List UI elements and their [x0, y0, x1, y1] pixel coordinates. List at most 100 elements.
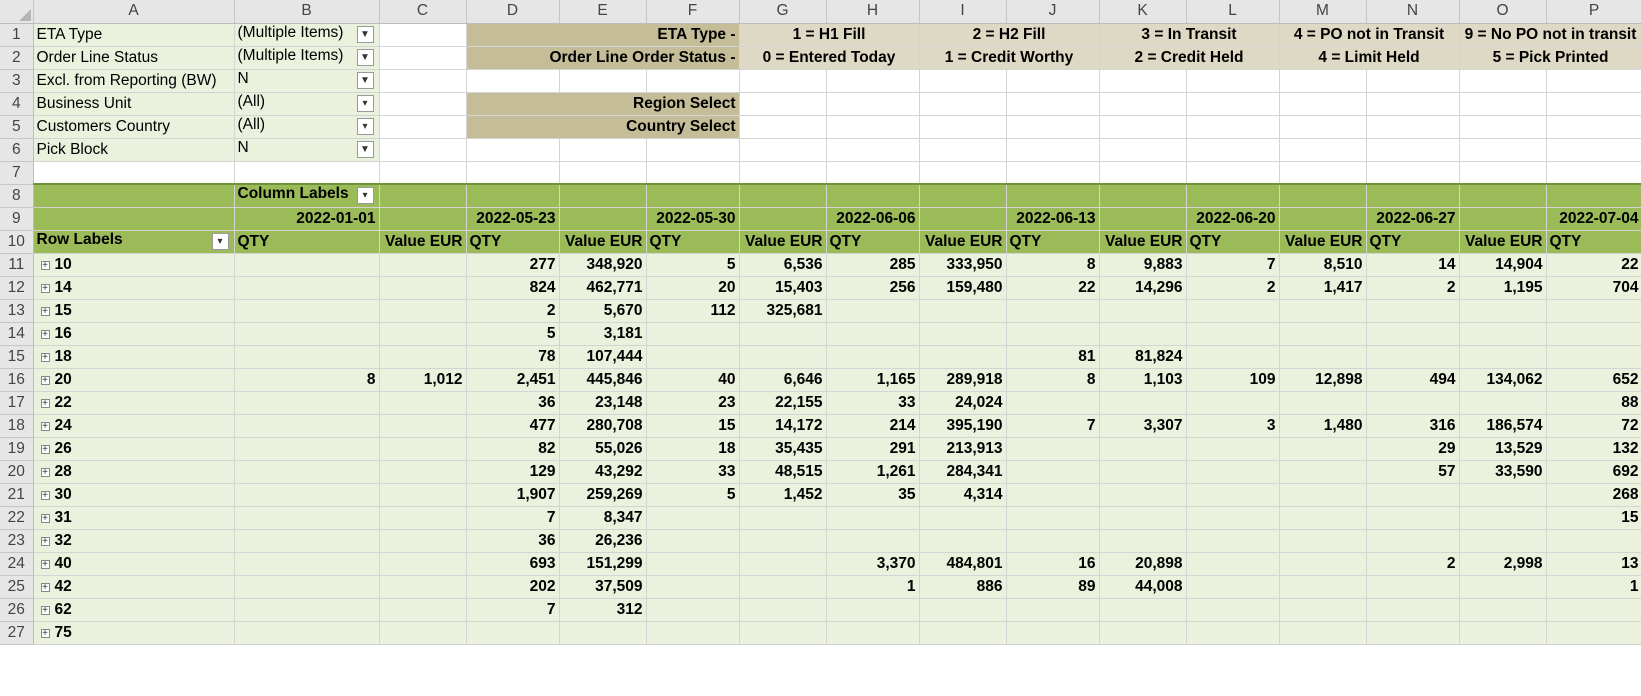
qty-header[interactable]: QTY [646, 230, 740, 254]
filter-value-cell[interactable]: N ▼ [234, 69, 380, 93]
data-cell[interactable] [1279, 391, 1367, 415]
qty-header[interactable]: QTY [1546, 230, 1641, 254]
data-cell[interactable] [379, 598, 467, 622]
data-cell[interactable] [379, 391, 467, 415]
data-cell[interactable] [1186, 483, 1280, 507]
sheet-cell[interactable] [466, 69, 560, 93]
data-cell[interactable]: 36 [466, 391, 560, 415]
data-cell[interactable] [919, 345, 1007, 369]
sheet-cell[interactable] [1006, 69, 1100, 93]
sheet-cell[interactable] [559, 69, 647, 93]
data-cell[interactable] [379, 437, 467, 461]
sheet-cell[interactable] [1546, 69, 1641, 93]
data-cell[interactable]: 35,435 [739, 437, 827, 461]
pivot-cell[interactable] [33, 207, 235, 231]
data-cell[interactable] [234, 437, 380, 461]
row-header[interactable]: 18 [0, 414, 34, 438]
row-label-cell[interactable]: +26 [33, 437, 235, 461]
data-cell[interactable]: 445,846 [559, 368, 647, 392]
data-cell[interactable]: 2,998 [1459, 552, 1547, 576]
data-cell[interactable] [919, 598, 1007, 622]
data-cell[interactable]: 2 [1366, 276, 1460, 300]
data-cell[interactable]: 159,480 [919, 276, 1007, 300]
row-label-cell[interactable]: +30 [33, 483, 235, 507]
filter-value-cell[interactable]: (All) ▾ [234, 115, 380, 139]
sheet-cell[interactable] [379, 138, 467, 162]
data-cell[interactable]: 186,574 [1459, 414, 1547, 438]
sheet-cell[interactable] [826, 69, 920, 93]
data-cell[interactable] [826, 299, 920, 323]
data-cell[interactable] [379, 460, 467, 484]
data-cell[interactable] [646, 575, 740, 599]
sheet-cell[interactable] [1366, 183, 1460, 208]
data-cell[interactable]: 693 [466, 552, 560, 576]
row-header[interactable]: 8 [0, 184, 34, 208]
data-cell[interactable]: 3,370 [826, 552, 920, 576]
data-cell[interactable] [379, 621, 467, 645]
sheet-cell[interactable] [919, 115, 1007, 139]
value-eur-header[interactable]: Value EUR [739, 230, 827, 254]
row-header[interactable]: 11 [0, 253, 34, 277]
data-cell[interactable] [234, 253, 380, 277]
data-cell[interactable]: 35 [826, 483, 920, 507]
row-header[interactable]: 14 [0, 322, 34, 346]
data-cell[interactable]: 15,403 [739, 276, 827, 300]
data-cell[interactable] [1186, 460, 1280, 484]
data-cell[interactable]: 48,515 [739, 460, 827, 484]
row-header[interactable]: 3 [0, 69, 34, 93]
data-cell[interactable]: 477 [466, 414, 560, 438]
pivot-cell[interactable] [739, 207, 827, 231]
data-cell[interactable]: 5 [646, 483, 740, 507]
sheet-cell[interactable] [1546, 115, 1641, 139]
data-cell[interactable]: 78 [466, 345, 560, 369]
data-cell[interactable]: 886 [919, 575, 1007, 599]
sheet-cell[interactable] [1279, 69, 1367, 93]
sheet-cell[interactable] [1546, 92, 1641, 116]
data-cell[interactable] [1366, 391, 1460, 415]
data-cell[interactable]: 4,314 [919, 483, 1007, 507]
row-header[interactable]: 17 [0, 391, 34, 415]
sheet-cell[interactable] [1099, 92, 1187, 116]
data-cell[interactable] [1366, 621, 1460, 645]
qty-header[interactable]: QTY [1366, 230, 1460, 254]
qty-header[interactable]: QTY [1186, 230, 1280, 254]
data-cell[interactable] [826, 621, 920, 645]
data-cell[interactable] [1006, 391, 1100, 415]
data-cell[interactable] [379, 552, 467, 576]
sheet-cell[interactable] [739, 138, 827, 162]
date-header[interactable]: 2022-01-01 [234, 207, 380, 231]
row-header[interactable]: 7 [0, 161, 34, 185]
row-label-cell[interactable]: +18 [33, 345, 235, 369]
sheet-cell[interactable] [559, 183, 647, 208]
sheet-cell[interactable] [1279, 92, 1367, 116]
data-cell[interactable]: 462,771 [559, 276, 647, 300]
row-label-cell[interactable]: +75 [33, 621, 235, 645]
data-cell[interactable]: 1,103 [1099, 368, 1187, 392]
data-cell[interactable] [234, 322, 380, 346]
expand-plus-icon[interactable]: + [40, 328, 50, 340]
data-cell[interactable] [1099, 437, 1187, 461]
sheet-cell[interactable] [1186, 92, 1280, 116]
data-cell[interactable]: 652 [1546, 368, 1641, 392]
data-cell[interactable] [1279, 598, 1367, 622]
expand-plus-icon[interactable]: + [40, 535, 50, 547]
dropdown-button[interactable]: ▾ [356, 117, 374, 135]
data-cell[interactable] [1279, 575, 1367, 599]
data-cell[interactable] [234, 506, 380, 530]
date-header[interactable]: 2022-06-13 [1006, 207, 1100, 231]
filter-dropdown-button[interactable]: ▼ [356, 140, 374, 158]
data-cell[interactable] [739, 575, 827, 599]
filter-dropdown-button[interactable]: ▼ [356, 71, 374, 89]
data-cell[interactable]: 44,008 [1099, 575, 1187, 599]
data-cell[interactable]: 22,155 [739, 391, 827, 415]
column-header-m[interactable]: M [1279, 0, 1367, 24]
data-cell[interactable]: 134,062 [1459, 368, 1547, 392]
data-cell[interactable] [379, 529, 467, 553]
data-cell[interactable]: 277 [466, 253, 560, 277]
filter-value-cell[interactable]: (Multiple Items) ▼ [234, 23, 380, 47]
data-cell[interactable] [1186, 345, 1280, 369]
row-header[interactable]: 19 [0, 437, 34, 461]
sheet-cell[interactable] [1186, 69, 1280, 93]
row-label-cell[interactable]: +16 [33, 322, 235, 346]
data-cell[interactable]: 285 [826, 253, 920, 277]
